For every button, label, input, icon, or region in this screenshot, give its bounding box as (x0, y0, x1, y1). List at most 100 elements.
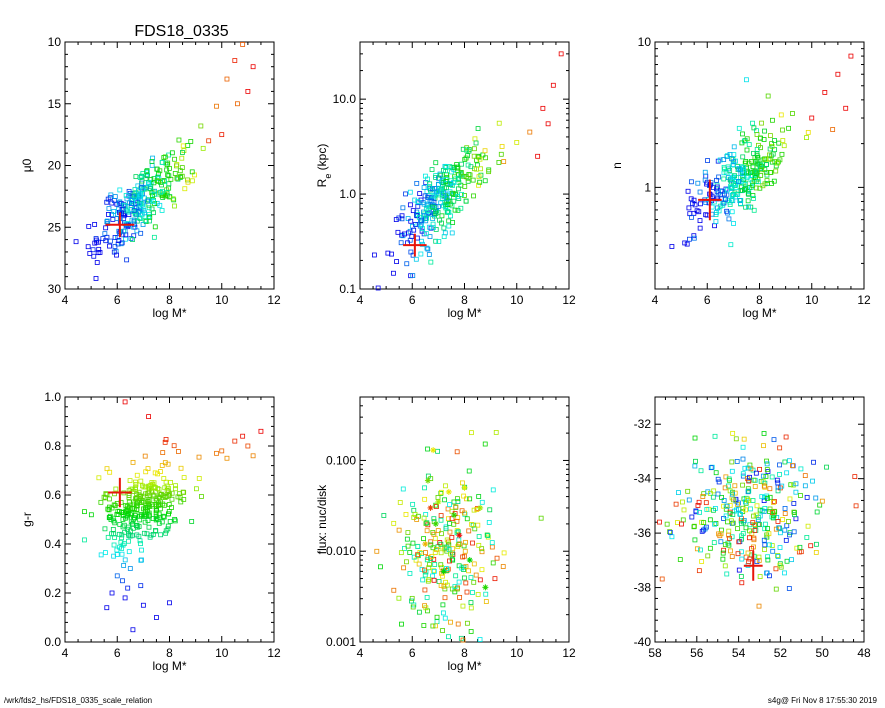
data-point (440, 628, 445, 633)
data-point (174, 163, 179, 169)
data-point (782, 506, 788, 511)
data-point (773, 163, 779, 169)
data-point (709, 464, 715, 470)
data-point (470, 540, 475, 546)
data-point (703, 212, 709, 218)
data-point (476, 542, 482, 548)
data-point (753, 170, 759, 176)
data-point (459, 161, 464, 167)
data-point (166, 181, 172, 187)
data-point (791, 509, 797, 515)
data-point (707, 517, 713, 523)
data-point (490, 487, 496, 493)
data-point (122, 399, 128, 405)
data-point (134, 503, 140, 509)
data-point (421, 623, 427, 628)
data-point (695, 180, 701, 186)
data-point (442, 230, 448, 236)
data-point (711, 488, 717, 494)
data-point (106, 212, 111, 217)
data-point (689, 514, 695, 520)
data-point (443, 483, 448, 489)
data-point (452, 584, 458, 590)
data-point (436, 239, 442, 244)
data-point (162, 502, 167, 508)
data-point (466, 568, 471, 574)
data-point (727, 509, 733, 515)
data-point (150, 199, 156, 204)
data-point (145, 173, 150, 179)
data-point (424, 215, 429, 221)
data-point (433, 623, 438, 629)
data-point (438, 200, 444, 206)
data-point (164, 494, 170, 499)
data-point (146, 490, 152, 496)
data-point (694, 546, 700, 552)
data-point (435, 448, 440, 454)
y-axis-label: n (610, 162, 624, 169)
data-point (456, 579, 462, 585)
x-tick-label: 4 (357, 646, 364, 660)
data-point (466, 528, 472, 534)
data-point (535, 153, 541, 159)
data-point (391, 520, 397, 526)
data-point (144, 170, 150, 176)
data-point (111, 249, 117, 255)
data-point (426, 577, 432, 582)
x-axis-label: log M* (447, 306, 481, 320)
data-point (413, 256, 419, 262)
data-point (167, 600, 172, 606)
data-point (797, 544, 803, 550)
data-point (762, 156, 768, 162)
data-point (764, 467, 770, 472)
data-point (483, 599, 489, 604)
plot-frame (359, 396, 570, 643)
star-point (456, 532, 463, 539)
x-tick-label: 6 (704, 293, 711, 307)
data-point (240, 433, 246, 439)
data-point (777, 561, 783, 567)
data-point (817, 502, 823, 508)
data-point (753, 512, 759, 518)
data-point (422, 572, 428, 578)
data-point (764, 461, 770, 467)
data-point (721, 547, 727, 553)
data-point (169, 150, 175, 156)
data-point (769, 180, 774, 186)
data-point (493, 430, 499, 435)
data-point (464, 516, 470, 522)
data-point (160, 450, 166, 455)
data-point (163, 530, 169, 536)
data-point (463, 155, 469, 161)
data-point (432, 535, 438, 541)
data-point (792, 512, 797, 517)
data-point (405, 216, 411, 221)
data-point (757, 522, 763, 527)
data-point (462, 511, 468, 517)
data-point (675, 520, 680, 525)
data-point (133, 174, 139, 180)
data-point (417, 191, 423, 196)
data-point (721, 516, 726, 521)
data-point (130, 200, 136, 206)
data-point (751, 513, 756, 519)
data-point (740, 505, 746, 511)
y-tick-label: -40 (634, 635, 652, 649)
data-point (442, 615, 448, 621)
data-point (111, 518, 117, 524)
data-point (214, 103, 219, 109)
data-point (463, 198, 469, 204)
data-point (743, 204, 749, 210)
data-point (483, 155, 488, 161)
data-point (477, 179, 483, 185)
data-point (104, 491, 110, 497)
data-point (440, 179, 446, 185)
data-point (433, 238, 439, 244)
data-point (372, 252, 377, 258)
y-tick-label: 0.8 (44, 439, 61, 453)
data-point (746, 488, 752, 494)
data-point (105, 506, 111, 512)
data-point (112, 503, 118, 508)
data-point (754, 160, 760, 166)
data-point (759, 120, 764, 126)
